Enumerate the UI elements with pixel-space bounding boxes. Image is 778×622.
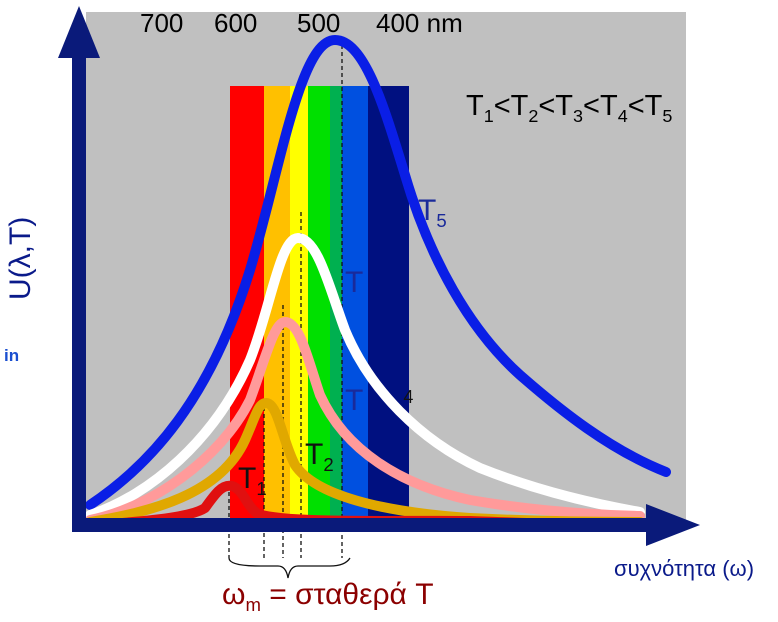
wavelength-label-600: 600: [214, 8, 258, 38]
temperature-inequality: T1<T2<T3<T4<T5: [466, 90, 673, 126]
wien-law-text: ωm = σταθερά T: [222, 578, 434, 615]
curve-t4: [85, 233, 645, 520]
y-axis-label: U(λ,T): [4, 216, 37, 300]
curve-label-t2: T2: [305, 438, 334, 475]
curve-t3: [85, 317, 645, 525]
curve-t5: [85, 35, 671, 510]
cut-off-text: in: [4, 346, 20, 365]
y-axis-arrow: [58, 6, 100, 58]
spectrum-violet: [368, 86, 409, 518]
wavelength-label-500: 500: [297, 8, 341, 38]
x-axis-label: συχνότητα (ω): [614, 556, 755, 581]
curve-label-t3-fragment: T: [345, 266, 364, 299]
x-axis-line: [72, 518, 652, 532]
brace: [228, 557, 351, 579]
wavelength-label-700: 700: [140, 8, 184, 38]
wavelength-label-400nm: 400 nm: [376, 8, 463, 38]
curve-label-t1: T1: [238, 462, 267, 499]
axes: [58, 6, 700, 546]
y-axis-line: [72, 50, 86, 530]
spectrum-yellow: [290, 86, 308, 518]
x-axis-arrow: [646, 504, 700, 546]
curve-label-t5: T5: [418, 194, 447, 231]
